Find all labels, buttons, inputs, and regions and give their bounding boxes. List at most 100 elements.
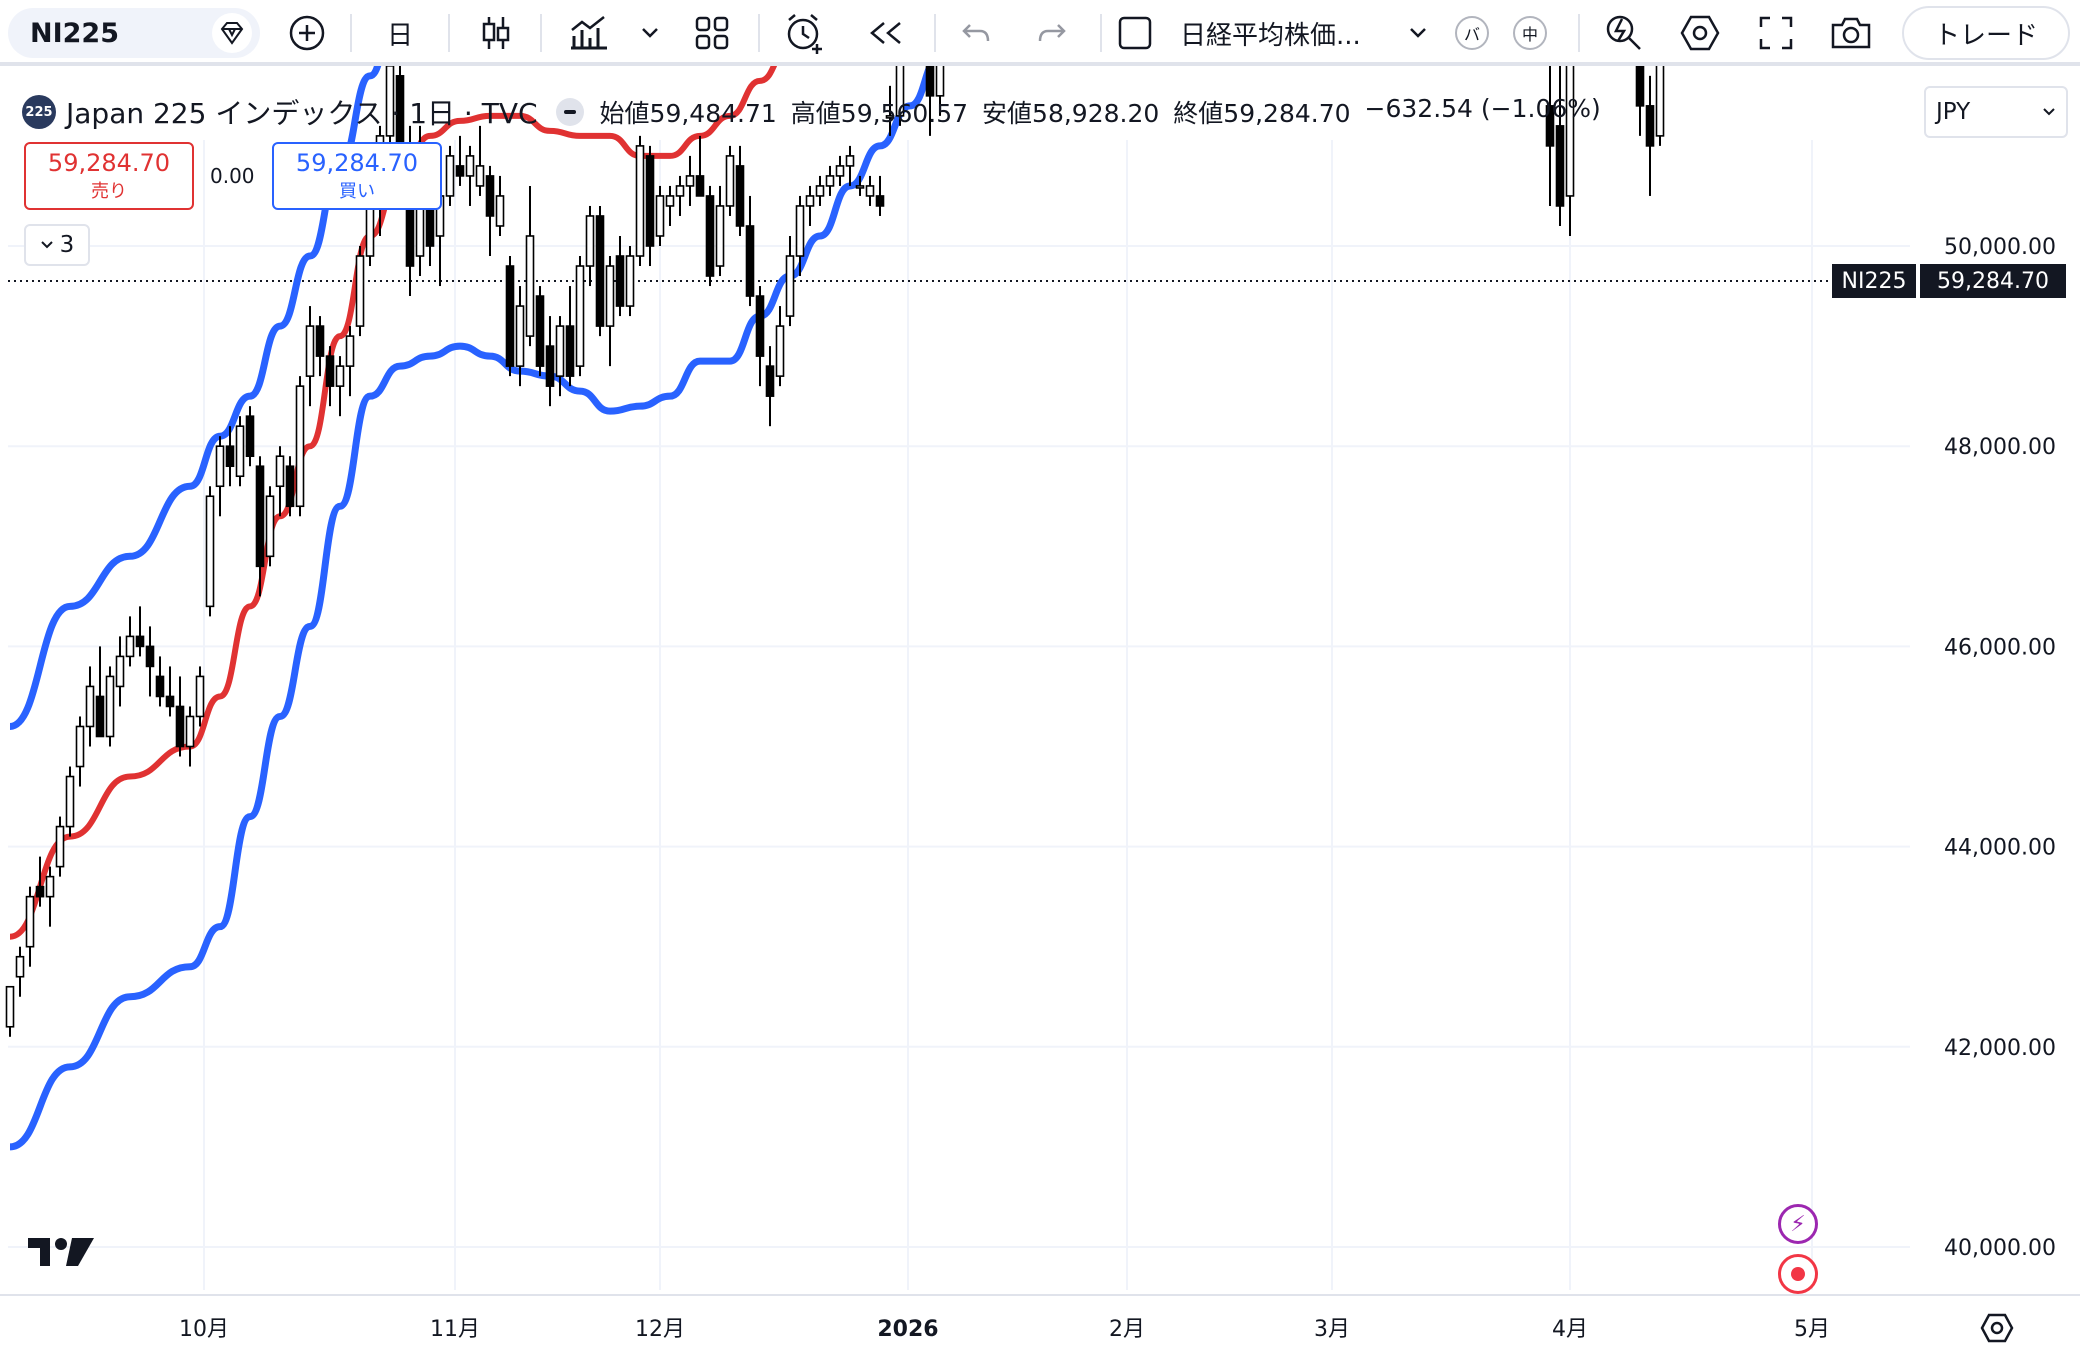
close-label: 終値 <box>1173 99 1224 128</box>
candle-up <box>115 655 125 688</box>
candle-up <box>65 775 75 828</box>
candle-up <box>865 185 875 197</box>
adjustment-toggle[interactable]: バ <box>1452 0 1492 66</box>
candle-down <box>545 345 555 387</box>
price-tick-label: 42,000.00 <box>1944 1036 2056 1061</box>
indicators-icon[interactable] <box>566 0 612 66</box>
price-tick-label: 48,000.00 <box>1944 435 2056 460</box>
replay-icon[interactable] <box>862 0 908 66</box>
candle-up <box>205 495 215 608</box>
candle-up <box>605 265 615 327</box>
chevron-down-icon[interactable] <box>636 0 664 66</box>
layout-icon[interactable] <box>692 0 732 66</box>
buy-button[interactable]: 59,284.70 買い <box>272 142 442 210</box>
fullscreen-icon[interactable] <box>1754 0 1798 66</box>
chevron-down-icon <box>2043 108 2055 116</box>
interval-button[interactable]: 日 <box>380 0 420 66</box>
sell-price: 59,284.70 <box>47 149 171 177</box>
symbol-label: NI225 <box>30 17 120 49</box>
candle-up <box>335 365 345 387</box>
buy-price: 59,284.70 <box>295 149 419 177</box>
close-value: 59,284.70 <box>1223 99 1351 128</box>
tradingview-logo-icon[interactable] <box>28 1236 94 1272</box>
time-tick-label: 2月 <box>1109 1317 1145 1342</box>
candle-up <box>815 185 825 197</box>
quick-search-icon[interactable] <box>1602 0 1646 66</box>
candle-up <box>805 195 815 207</box>
candle-up <box>675 185 685 197</box>
candle-down <box>35 885 45 898</box>
diamond-icon[interactable] <box>212 13 252 53</box>
camera-icon[interactable] <box>1828 0 1874 66</box>
currency-select[interactable]: JPY <box>1924 86 2068 138</box>
candle-up <box>715 205 725 267</box>
candle-down <box>135 635 145 648</box>
candle-up <box>265 495 275 558</box>
change-value: −632.54 (−1.06%) <box>1364 94 1601 123</box>
settings-icon[interactable] <box>1678 0 1722 66</box>
candle-down <box>285 465 295 508</box>
indicators-toggle[interactable]: 3 <box>24 224 90 266</box>
candle-down <box>165 695 175 708</box>
candle-up <box>785 255 795 317</box>
compare-checkbox-icon[interactable] <box>1116 0 1154 66</box>
candle-down <box>485 175 495 217</box>
candle-up <box>665 195 675 207</box>
candle-up <box>625 255 635 307</box>
candle-up <box>825 175 835 187</box>
undo-icon[interactable] <box>956 0 996 66</box>
trade-label: トレード <box>1933 20 2038 51</box>
candle-down <box>1545 105 1555 147</box>
candle-up <box>45 875 55 898</box>
session-toggle[interactable]: 中 <box>1510 0 1550 66</box>
candle-down <box>315 325 325 357</box>
candle-down <box>505 265 515 367</box>
symbol-name: 日経平均株価... <box>1180 20 1361 51</box>
candle-up <box>495 195 505 227</box>
separator <box>758 14 760 52</box>
separator <box>934 14 936 52</box>
alert-icon[interactable] <box>782 0 828 66</box>
sell-button[interactable]: 59,284.70 売り <box>24 142 194 210</box>
candle-up <box>75 725 85 768</box>
candle-down <box>735 165 745 227</box>
separator <box>1100 14 1102 52</box>
candle-up <box>345 335 355 367</box>
candle-down <box>645 155 655 247</box>
candle-up <box>55 825 65 868</box>
low-value: 58,928.20 <box>1032 99 1160 128</box>
separator <box>448 14 450 52</box>
candle-down <box>875 195 885 207</box>
axis-settings-icon[interactable] <box>1980 1312 2014 1348</box>
low-label: 安値 <box>982 99 1033 128</box>
symbol-name-button[interactable]: 日経平均株価... <box>1180 0 1370 66</box>
redo-icon[interactable] <box>1032 0 1072 66</box>
lightning-icon[interactable]: ⚡ <box>1778 1204 1818 1244</box>
time-tick-label: 3月 <box>1314 1317 1350 1342</box>
candle-style-icon[interactable] <box>476 0 516 66</box>
hide-series-icon[interactable] <box>555 98 584 126</box>
chevron-down-icon[interactable] <box>1404 0 1432 66</box>
series-legend: 225 Japan 225 インデックス · 1日 · TVC 始値59,484… <box>22 90 1601 134</box>
add-symbol-icon[interactable] <box>282 0 332 66</box>
candle-down <box>535 295 545 367</box>
open-label: 始値 <box>599 99 650 128</box>
candle-up <box>195 675 205 718</box>
candle-up <box>525 235 535 337</box>
indicator-count: 3 <box>59 232 75 258</box>
candle-up <box>25 895 35 948</box>
candle-up <box>775 325 785 377</box>
candle-up <box>835 165 845 177</box>
chevron-down-icon <box>40 241 53 249</box>
record-icon[interactable] <box>1778 1254 1818 1294</box>
session-label: 中 <box>1521 25 1538 44</box>
symbol-search[interactable]: NI225 <box>8 8 260 58</box>
trade-button[interactable]: トレード <box>1902 6 2070 60</box>
candle-up <box>635 145 645 257</box>
series-title[interactable]: Japan 225 インデックス · 1日 · TVC <box>66 97 538 130</box>
upper-band-line <box>9 0 395 730</box>
candle-up <box>685 175 695 187</box>
candle-up <box>15 955 25 978</box>
buy-label: 買い <box>339 181 375 202</box>
